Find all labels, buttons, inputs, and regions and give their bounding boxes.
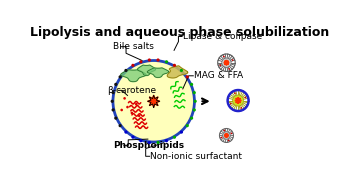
Circle shape — [157, 58, 160, 62]
Circle shape — [119, 124, 122, 127]
Circle shape — [219, 129, 233, 143]
Circle shape — [233, 95, 244, 106]
Circle shape — [148, 141, 151, 144]
Text: Phospholipids: Phospholipids — [113, 141, 184, 150]
Circle shape — [124, 130, 127, 134]
Circle shape — [193, 108, 196, 112]
Circle shape — [112, 91, 115, 94]
Text: Bile salts: Bile salts — [113, 42, 154, 51]
Circle shape — [230, 103, 232, 105]
Circle shape — [193, 100, 197, 103]
Circle shape — [113, 60, 194, 142]
Circle shape — [193, 91, 196, 94]
Circle shape — [218, 54, 235, 71]
Circle shape — [131, 64, 134, 67]
Circle shape — [139, 139, 143, 142]
Circle shape — [228, 139, 230, 141]
Text: Lipolysis and aqueous phase solubilization: Lipolysis and aqueous phase solubilizati… — [30, 26, 330, 39]
Circle shape — [231, 132, 232, 134]
Circle shape — [114, 83, 117, 86]
Circle shape — [165, 60, 168, 64]
Text: MAG & FFA: MAG & FFA — [194, 71, 243, 80]
Circle shape — [135, 103, 138, 105]
Circle shape — [148, 58, 151, 62]
Circle shape — [234, 92, 236, 94]
Circle shape — [186, 75, 189, 78]
Circle shape — [219, 64, 221, 66]
Text: β-carotene: β-carotene — [107, 86, 156, 95]
Circle shape — [119, 75, 122, 78]
Circle shape — [180, 69, 183, 72]
Circle shape — [165, 139, 168, 142]
Polygon shape — [224, 133, 229, 138]
Circle shape — [240, 107, 242, 109]
Polygon shape — [224, 60, 229, 65]
Circle shape — [180, 130, 183, 134]
Circle shape — [228, 68, 230, 70]
Circle shape — [227, 90, 249, 111]
Text: Non-ionic surfactant: Non-ionic surfactant — [150, 152, 242, 161]
Circle shape — [131, 136, 134, 139]
Circle shape — [131, 112, 133, 114]
Circle shape — [222, 58, 231, 67]
Circle shape — [139, 60, 143, 64]
Circle shape — [223, 132, 230, 139]
Circle shape — [157, 141, 160, 144]
Circle shape — [190, 117, 193, 120]
Circle shape — [124, 69, 127, 72]
Polygon shape — [121, 70, 146, 82]
Circle shape — [126, 106, 129, 108]
Circle shape — [173, 64, 176, 67]
Circle shape — [112, 108, 115, 112]
Circle shape — [120, 109, 123, 111]
Circle shape — [221, 137, 223, 138]
Polygon shape — [147, 95, 160, 107]
Circle shape — [173, 136, 176, 139]
Circle shape — [245, 97, 246, 98]
Circle shape — [111, 100, 114, 103]
Text: Lipase & colipase: Lipase & colipase — [183, 32, 262, 41]
Circle shape — [114, 117, 117, 120]
Circle shape — [123, 97, 126, 100]
Polygon shape — [235, 97, 241, 104]
Circle shape — [138, 115, 140, 117]
Circle shape — [190, 83, 193, 86]
Circle shape — [186, 124, 189, 127]
Polygon shape — [147, 68, 169, 77]
Polygon shape — [138, 65, 155, 76]
Circle shape — [232, 59, 233, 61]
Polygon shape — [167, 66, 188, 78]
Circle shape — [224, 130, 225, 131]
Circle shape — [223, 56, 225, 57]
